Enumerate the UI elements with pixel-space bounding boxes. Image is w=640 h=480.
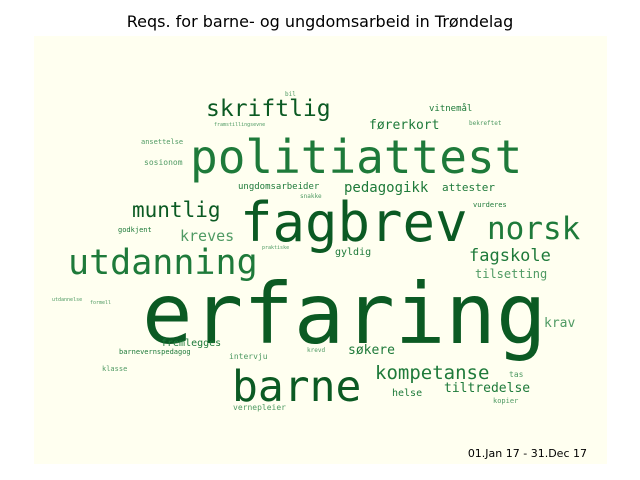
word-ansettelse: ansettelse [141,138,184,146]
word-erfaring: erfaring [142,265,547,363]
word-godkjent: godkjent [118,226,152,234]
word-vurderes: vurderes [473,201,507,209]
word-klasse: klasse [102,365,128,373]
word-norsk: norsk [487,211,581,247]
word-kopier: kopier [493,397,519,405]
word-snakke: snakke [300,193,322,200]
word-bil: bil [285,91,296,98]
word-formell: formell [90,300,112,306]
word-attester: attester [442,181,495,194]
word-fagskole: fagskole [469,246,551,266]
word-forerkort: førerkort [369,118,440,133]
date-range-label: 01.Jan 17 - 31.Dec 17 [467,447,587,460]
word-helse: helse [392,388,423,399]
word-sokere: søkere [348,343,395,358]
word-politiattest: politiattest [190,130,523,184]
word-tilsetting: tilsetting [475,267,548,281]
word-barnevernspedagog: barnevernspedagog [119,348,191,356]
word-fagbrev: fagbrev [240,191,468,254]
word-pedagogikk: pedagogikk [344,180,429,196]
word-vernepleier: vernepleier [233,403,286,412]
word-muntlig: muntlig [132,198,221,222]
word-krevd: krevd [307,347,326,354]
word-sosionom: sosionom [144,158,183,167]
word-gyldig: gyldig [335,247,372,258]
word-barne: barne [232,362,362,412]
word-kreves: kreves [180,227,235,245]
word-tas: tas [509,370,524,379]
word-tiltredelse: tiltredelse [444,381,531,396]
word-bekreftet: bekreftet [469,120,502,127]
word-intervju: intervju [229,352,268,361]
word-utdannelse: utdannelse [52,297,83,303]
word-kompetanse: kompetanse [375,362,490,384]
word-framstillingsevne: framstillingsevne [214,122,266,128]
word-utdanning: utdanning [68,243,258,283]
word-cloud: erfaring politiattest fagbrev barne utda… [34,36,607,464]
word-vitnemal: vitnemål [429,104,473,114]
word-skriftlig: skriftlig [206,96,331,122]
word-fremlegges: fremlegges [161,338,222,349]
word-krav: krav [544,316,576,331]
word-praktiske: praktiske [262,245,290,251]
chart-title: Reqs. for barne- og ungdomsarbeid in Trø… [126,12,514,31]
word-ungdomsarbeider: ungdomsarbeider [238,182,320,192]
